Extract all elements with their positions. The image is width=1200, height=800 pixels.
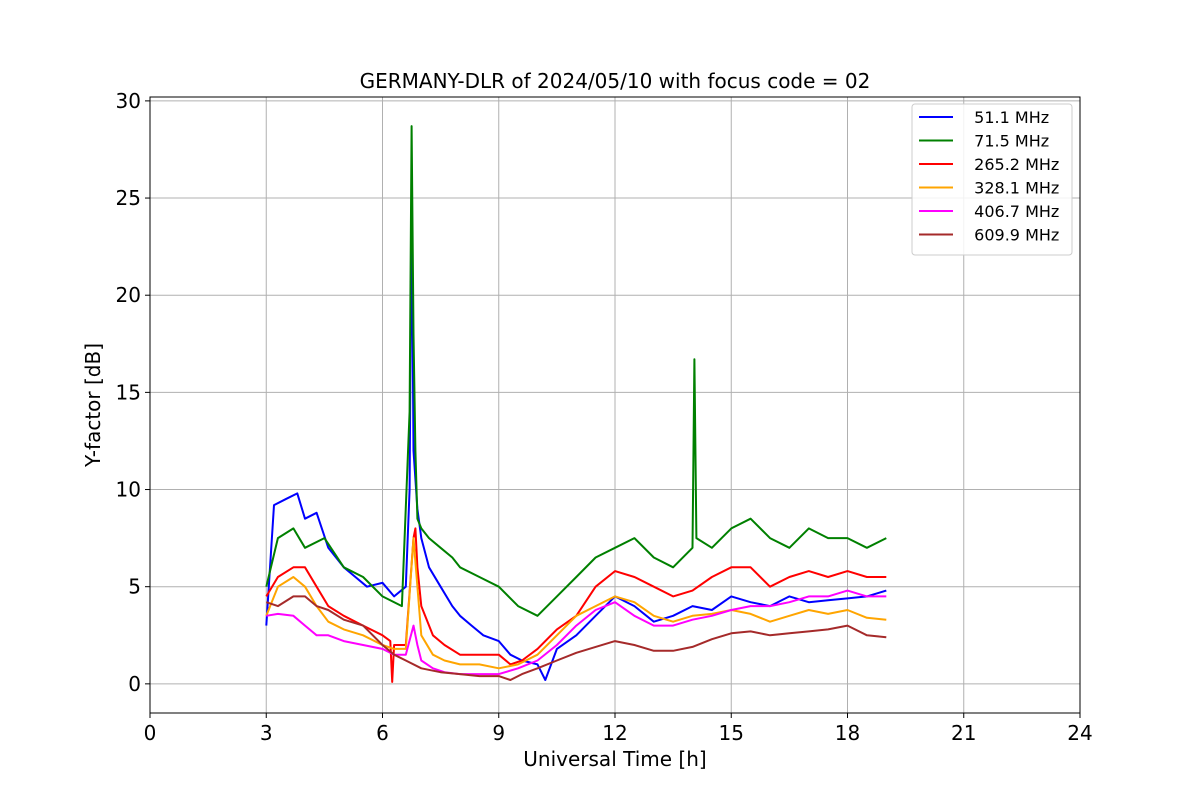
y-axis-title: Y-factor [dB]: [81, 343, 105, 468]
series-line-1: [265, 125, 887, 617]
series-layer: [265, 125, 887, 683]
series-line-3: [265, 537, 887, 670]
y-tick-label: 10: [116, 478, 141, 502]
x-tick-label: 9: [492, 721, 505, 745]
legend-label-4: 406.7 MHz: [964, 202, 1059, 221]
legend-label-2: 265.2 MHz: [964, 155, 1059, 174]
x-tick-label: 15: [719, 721, 744, 745]
x-tick-label: 12: [602, 721, 627, 745]
y-tick-label: 5: [128, 575, 141, 599]
x-tick-label: 3: [260, 721, 273, 745]
legend-label-5: 609.9 MHz: [964, 226, 1059, 245]
x-tick-label: 0: [144, 721, 157, 745]
legend-box: [911, 103, 1073, 256]
chart-title: GERMANY-DLR of 2024/05/10 with focus cod…: [360, 69, 871, 93]
x-axis-title: Universal Time [h]: [523, 747, 706, 771]
x-tick-label: 6: [376, 721, 389, 745]
y-tick-label: 25: [116, 186, 141, 210]
axis-ticks: 0 3 6 9 12 15 18 21 24 0 5 10 15 20 25 30: [116, 89, 1093, 745]
legend-label-1: 71.5 MHz: [964, 132, 1049, 151]
series-line-2: [265, 527, 887, 683]
series-line-4: [266, 589, 887, 676]
y-tick-label: 0: [128, 672, 141, 696]
y-tick-label: 30: [116, 89, 141, 113]
legend-label-0: 51.1 MHz: [964, 108, 1049, 127]
x-tick-label: 21: [951, 721, 976, 745]
x-tick-label: 24: [1067, 721, 1092, 745]
x-tick-label: 18: [835, 721, 860, 745]
series-line-0: [265, 191, 887, 681]
legend-label-3: 328.1 MHz: [964, 179, 1059, 198]
series-line-5: [265, 595, 887, 681]
y-tick-label: 15: [116, 380, 141, 404]
legend: 51.1 MHz 71.5 MHz 265.2 MHz 328.1 MHz 40…: [911, 103, 1073, 256]
y-tick-label: 20: [116, 283, 141, 307]
